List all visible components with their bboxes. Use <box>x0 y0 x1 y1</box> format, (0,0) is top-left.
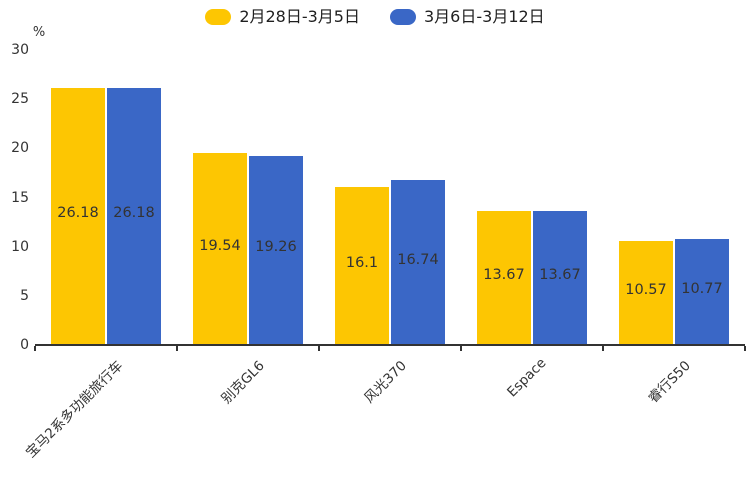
x-axis-tick <box>176 346 178 351</box>
x-category-label: 睿行S50 <box>645 357 695 407</box>
bar <box>249 155 303 345</box>
legend-item-label: 2月28日-3月5日 <box>239 7 360 26</box>
x-axis-tick <box>744 346 746 351</box>
bar-value-label: 13.67 <box>483 266 525 283</box>
y-axis-unit-label: % <box>32 25 46 40</box>
legend-item[interactable]: 3月6日-3月12日 <box>390 7 545 26</box>
bar <box>107 87 161 345</box>
x-axis-tick <box>602 346 604 351</box>
x-axis-line <box>35 344 745 346</box>
bar <box>477 210 531 345</box>
bar-value-label: 16.1 <box>345 254 379 271</box>
x-category-label: 别克GL6 <box>218 357 269 408</box>
y-tick-label: 0 <box>20 337 29 353</box>
y-tick-label: 5 <box>20 287 29 304</box>
y-tick-label: 10 <box>11 238 29 255</box>
bar <box>335 186 389 345</box>
y-tick-label: 15 <box>11 189 29 206</box>
x-axis-tick <box>318 346 320 351</box>
bar <box>619 241 673 345</box>
y-tick-label: 25 <box>11 91 29 108</box>
x-category-label: 风光370 <box>361 357 411 407</box>
chart-legend: 2月28日-3月5日 3月6日-3月12日 <box>0 7 750 26</box>
y-tick-label: 20 <box>11 140 29 157</box>
x-category-label: 宝马2系多功能旅行车 <box>22 357 127 462</box>
bar-value-label: 13.67 <box>539 266 581 283</box>
x-category-label: Espace <box>503 355 550 401</box>
x-axis-tick <box>460 346 462 351</box>
bar <box>675 239 729 345</box>
y-tick-label: 30 <box>11 42 29 58</box>
legend-item-label: 3月6日-3月12日 <box>424 7 545 26</box>
bar-value-label: 10.57 <box>625 282 667 299</box>
bar-value-label: 26.18 <box>57 205 99 222</box>
bar-value-label: 19.54 <box>199 237 241 254</box>
bar <box>193 152 247 345</box>
bar <box>533 210 587 345</box>
bar-value-label: 26.18 <box>113 205 155 222</box>
x-axis-tick <box>34 346 36 351</box>
bar <box>391 180 445 345</box>
bar-value-label: 10.77 <box>681 281 723 298</box>
legend-swatch-icon <box>390 8 416 25</box>
legend-swatch-icon <box>205 8 232 25</box>
bar-value-label: 19.26 <box>255 239 297 256</box>
bar <box>51 87 105 345</box>
legend-item[interactable]: 2月28日-3月5日 <box>205 7 360 26</box>
bar-value-label: 16.74 <box>397 251 439 268</box>
